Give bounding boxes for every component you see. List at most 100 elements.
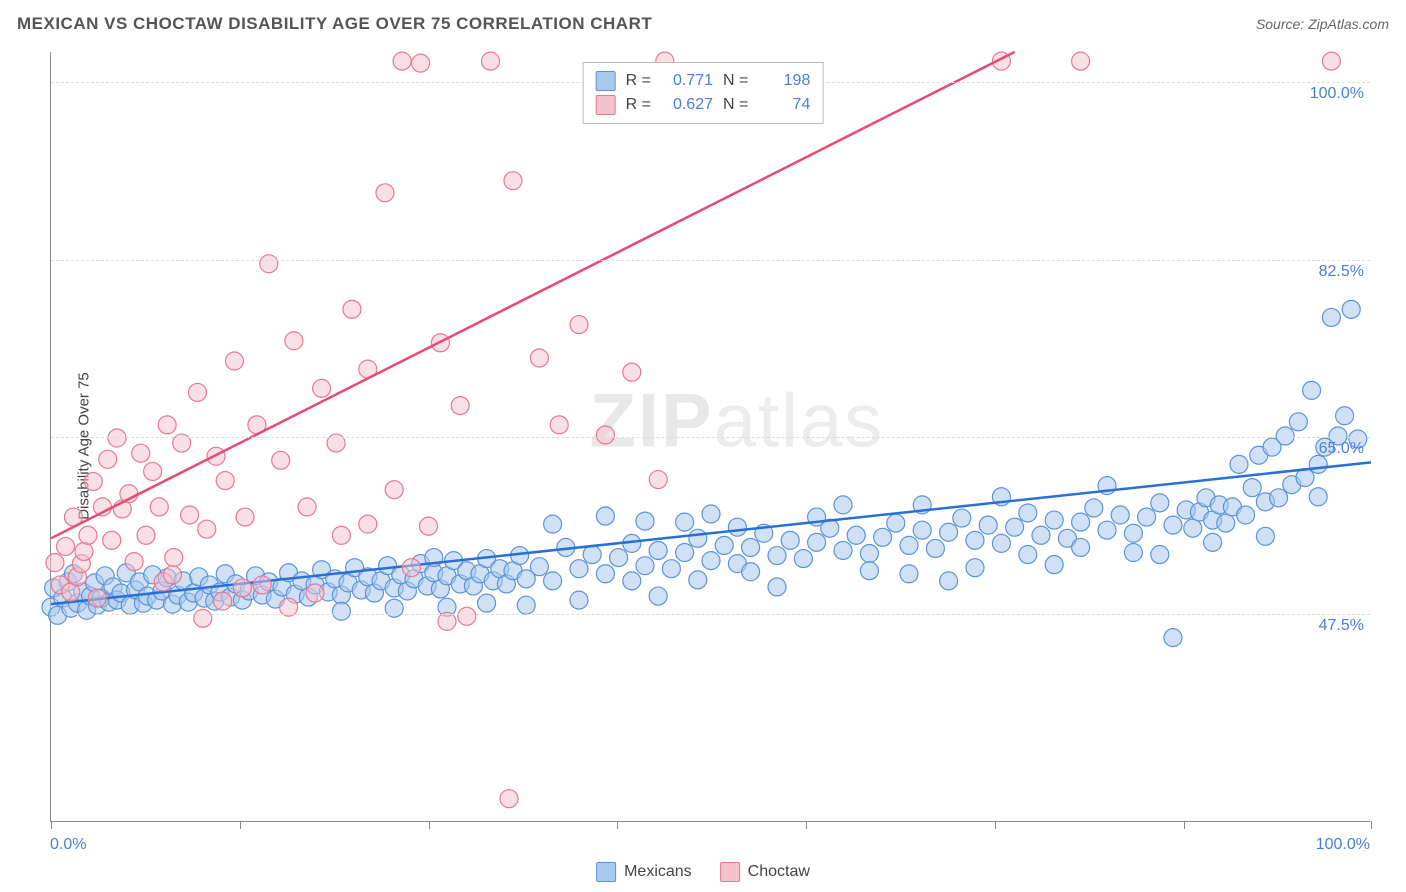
grid-line xyxy=(51,437,1370,438)
data-point xyxy=(1243,479,1261,497)
data-point xyxy=(1309,455,1327,473)
data-point xyxy=(1032,526,1050,544)
x-tick xyxy=(429,821,430,829)
data-point xyxy=(1336,407,1354,425)
data-point xyxy=(794,550,812,568)
data-point xyxy=(1204,533,1222,551)
legend-label: Mexicans xyxy=(624,863,692,881)
data-point xyxy=(926,539,944,557)
data-point xyxy=(676,544,694,562)
data-point xyxy=(458,607,476,625)
data-point xyxy=(1164,516,1182,534)
data-point xyxy=(1138,508,1156,526)
legend-swatch xyxy=(596,71,616,91)
data-point xyxy=(1230,455,1248,473)
data-point xyxy=(359,515,377,533)
chart-header: MEXICAN VS CHOCTAW DISABILITY AGE OVER 7… xyxy=(17,14,1389,34)
data-point xyxy=(517,596,535,614)
data-point xyxy=(298,498,316,516)
data-point xyxy=(689,571,707,589)
data-point xyxy=(570,316,588,334)
data-point xyxy=(1237,506,1255,524)
data-point xyxy=(420,517,438,535)
y-tick-label: 65.0% xyxy=(1319,440,1364,458)
data-point xyxy=(189,383,207,401)
data-point xyxy=(260,255,278,273)
data-point xyxy=(1276,427,1294,445)
data-point xyxy=(150,498,168,516)
data-point xyxy=(940,572,958,590)
data-point xyxy=(596,565,614,583)
data-point xyxy=(194,609,212,627)
legend-swatch xyxy=(720,862,740,882)
stats-box: R =0.771N =198R =0.627N =74 xyxy=(583,62,824,124)
data-point xyxy=(860,545,878,563)
data-point xyxy=(808,533,826,551)
stats-n-label: N = xyxy=(723,96,748,114)
stats-n-value: 198 xyxy=(758,72,810,90)
data-point xyxy=(966,559,984,577)
data-point xyxy=(181,506,199,524)
grid-line xyxy=(51,260,1370,261)
x-tick xyxy=(240,821,241,829)
data-point xyxy=(1019,546,1037,564)
data-point xyxy=(610,549,628,567)
data-point xyxy=(570,560,588,578)
data-point xyxy=(478,594,496,612)
data-point xyxy=(253,576,271,594)
data-point xyxy=(979,516,997,534)
data-point xyxy=(163,566,181,584)
data-point xyxy=(649,541,667,559)
data-point xyxy=(137,526,155,544)
data-point xyxy=(530,349,548,367)
x-tick xyxy=(995,821,996,829)
data-point xyxy=(313,379,331,397)
data-point xyxy=(662,560,680,578)
data-point xyxy=(1072,52,1090,70)
data-point xyxy=(198,520,216,538)
data-point xyxy=(860,562,878,580)
data-point xyxy=(165,549,183,567)
stats-r-value: 0.627 xyxy=(661,96,713,114)
stats-r-label: R = xyxy=(626,72,651,90)
data-point xyxy=(272,451,290,469)
data-point xyxy=(132,444,150,462)
data-point xyxy=(144,462,162,480)
data-point xyxy=(402,559,420,577)
data-point xyxy=(393,52,411,70)
x-tick xyxy=(1184,821,1185,829)
data-point xyxy=(1045,556,1063,574)
data-point xyxy=(623,363,641,381)
data-point xyxy=(57,537,75,555)
data-point xyxy=(158,416,176,434)
data-point xyxy=(1072,538,1090,556)
x-tick xyxy=(806,821,807,829)
data-point xyxy=(108,429,126,447)
legend-label: Choctaw xyxy=(748,863,810,881)
data-point xyxy=(233,579,251,597)
regression-line xyxy=(51,52,1015,538)
data-point xyxy=(99,450,117,468)
data-point xyxy=(636,512,654,530)
data-point xyxy=(1098,521,1116,539)
data-point xyxy=(900,565,918,583)
data-point xyxy=(46,554,64,572)
data-point xyxy=(1270,489,1288,507)
data-point xyxy=(504,172,522,190)
x-tick xyxy=(1371,821,1372,829)
data-point xyxy=(1072,513,1090,531)
legend-swatch xyxy=(596,95,616,115)
data-point xyxy=(1217,514,1235,532)
data-point xyxy=(781,531,799,549)
data-point xyxy=(768,578,786,596)
data-point xyxy=(1045,511,1063,529)
data-point xyxy=(689,529,707,547)
data-point xyxy=(1164,629,1182,647)
data-point xyxy=(623,572,641,590)
data-point xyxy=(596,507,614,525)
data-point xyxy=(75,542,93,560)
grid-line xyxy=(51,614,1370,615)
data-point xyxy=(451,397,469,415)
stats-r-label: R = xyxy=(626,96,651,114)
data-point xyxy=(702,505,720,523)
